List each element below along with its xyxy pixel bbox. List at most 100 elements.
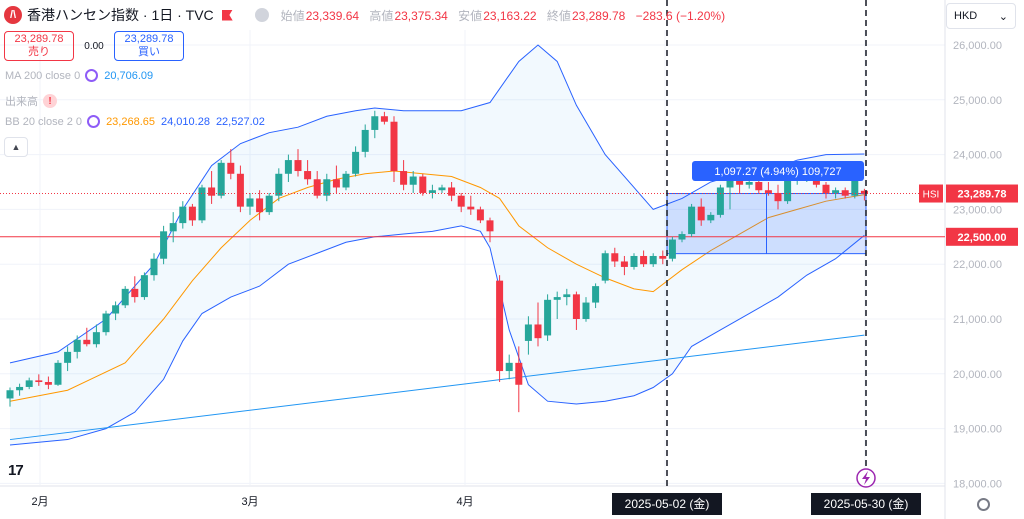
- bb-lower-value: 22,527.02: [215, 115, 265, 128]
- price-tick-label: 25,000.00: [953, 95, 1002, 107]
- date-badge: 2025-05-02 (金): [625, 496, 710, 511]
- visibility-icon[interactable]: [254, 8, 269, 22]
- time-tick-label: 3月: [241, 496, 258, 508]
- volume-label: 出来高: [5, 96, 38, 108]
- ma200-line: [9, 334, 865, 441]
- candle-body: [419, 176, 427, 193]
- bb-indicator[interactable]: BB 20 close 2 0 23,268.65 24,010.28 22,5…: [5, 115, 265, 128]
- chart-header: /\ 香港ハンセン指数 · 1日 · TVC 始値23,339.64 高値23,…: [0, 0, 732, 30]
- candle-body: [774, 192, 782, 202]
- gear-icon[interactable]: [977, 498, 990, 511]
- flag-icon[interactable]: [221, 9, 233, 21]
- price-tick-label: 26,000.00: [953, 40, 1002, 52]
- candle-body: [246, 198, 254, 207]
- price-tick-label: 19,000.00: [953, 424, 1002, 436]
- candle-body: [582, 302, 590, 319]
- candle-body: [54, 362, 62, 385]
- candle-body: [265, 195, 273, 213]
- sell-price: 23,289.78: [14, 33, 64, 45]
- candle-body: [208, 187, 216, 196]
- price-tick-label: 23,000.00: [953, 204, 1002, 216]
- low-label: 安値: [458, 8, 483, 23]
- candle-body: [236, 173, 244, 207]
- candle-body: [150, 258, 158, 276]
- candle-body: [438, 187, 446, 191]
- hline-badge-bg: [946, 227, 1018, 246]
- candle-body: [284, 160, 292, 174]
- candle-body: [35, 380, 43, 383]
- candle-body: [496, 280, 504, 372]
- candle-body: [198, 187, 206, 221]
- warning-icon[interactable]: !: [43, 94, 57, 108]
- candle-body: [25, 380, 33, 387]
- candle-body: [764, 190, 772, 193]
- candle-body: [505, 362, 513, 372]
- sell-button[interactable]: 23,289.78 売り: [4, 31, 74, 61]
- open-label: 始値: [280, 8, 305, 23]
- date-badge: 2025-05-30 (金): [824, 496, 909, 511]
- candle-body: [400, 171, 408, 185]
- bb-label: BB 20 close 2 0: [5, 115, 83, 128]
- volume-indicator[interactable]: 出来高 !: [5, 93, 57, 109]
- bb-basis-value: 23,268.65: [106, 115, 155, 128]
- price-tick-label: 21,000.00: [953, 314, 1002, 326]
- candle-body: [707, 214, 715, 221]
- candle-body: [140, 275, 148, 298]
- ohlc-readout: 始値23,339.64 高値23,375.34 安値23,163.22 終値23…: [281, 7, 732, 24]
- currency-label: HKD: [954, 10, 978, 22]
- buy-button[interactable]: 23,289.78 買い: [114, 31, 184, 61]
- candle-body: [44, 382, 52, 385]
- symbol-title[interactable]: 香港ハンセン指数 · 1日 · TVC: [27, 7, 214, 23]
- candle-body: [160, 231, 168, 259]
- candle-body: [688, 206, 696, 235]
- candle-body: [745, 182, 753, 185]
- candle-body: [668, 239, 676, 259]
- measurement-label: 1,097.27 (4.94%) 109,727: [714, 166, 841, 178]
- chevron-up-icon: ▲: [11, 142, 21, 152]
- bb-upper-value: 24,010.28: [161, 115, 210, 128]
- candle-body: [256, 198, 264, 213]
- bb-fill: [10, 45, 865, 446]
- time-tick-label: 2月: [31, 496, 48, 508]
- candle-body: [121, 288, 129, 306]
- time-tick-label: 4月: [456, 496, 473, 508]
- ma-indicator[interactable]: MA 200 close 0 20,706.09: [5, 69, 153, 82]
- candle-body: [640, 255, 648, 265]
- candle-body: [409, 176, 417, 185]
- candle-body: [457, 195, 465, 207]
- ma-label: MA 200 close 0: [5, 69, 81, 82]
- last-price-badge-bg: [946, 184, 1018, 203]
- measurement-label-bg: [692, 161, 864, 181]
- candle-body: [92, 332, 100, 345]
- indicator-settings-icon[interactable]: [85, 69, 99, 82]
- candle-body: [361, 129, 369, 152]
- collapse-legend-button[interactable]: ▲: [4, 137, 28, 157]
- candle-body: [515, 362, 523, 385]
- candle-body: [486, 220, 494, 232]
- bb-basis-line: [9, 170, 865, 402]
- symbol-badge: HSI: [923, 190, 940, 201]
- candle-body: [524, 324, 532, 341]
- candle-body: [227, 162, 235, 174]
- candle-body: [179, 206, 187, 224]
- tradingview-logo: 17: [8, 462, 24, 479]
- lightning-bolt-icon: [862, 471, 870, 485]
- candle-body: [476, 209, 484, 221]
- candle-body: [716, 187, 724, 215]
- candle-body: [73, 339, 81, 352]
- price-tick-label: 22,000.00: [953, 259, 1002, 271]
- candle-body: [323, 179, 331, 196]
- indicator-settings-icon[interactable]: [87, 115, 101, 128]
- candle-body: [332, 179, 340, 188]
- currency-selector[interactable]: HKD ⌄: [946, 3, 1016, 29]
- candle-body: [784, 176, 792, 202]
- price-tick-label: 18,000.00: [953, 478, 1002, 490]
- chevron-down-icon: ⌄: [998, 10, 1008, 23]
- ma-value: 20,706.09: [104, 69, 154, 82]
- low-value: 23,163.22: [483, 8, 537, 23]
- candle-body: [534, 324, 542, 339]
- candle-body: [860, 190, 868, 194]
- candle-body: [6, 390, 14, 399]
- candle-body: [304, 171, 312, 180]
